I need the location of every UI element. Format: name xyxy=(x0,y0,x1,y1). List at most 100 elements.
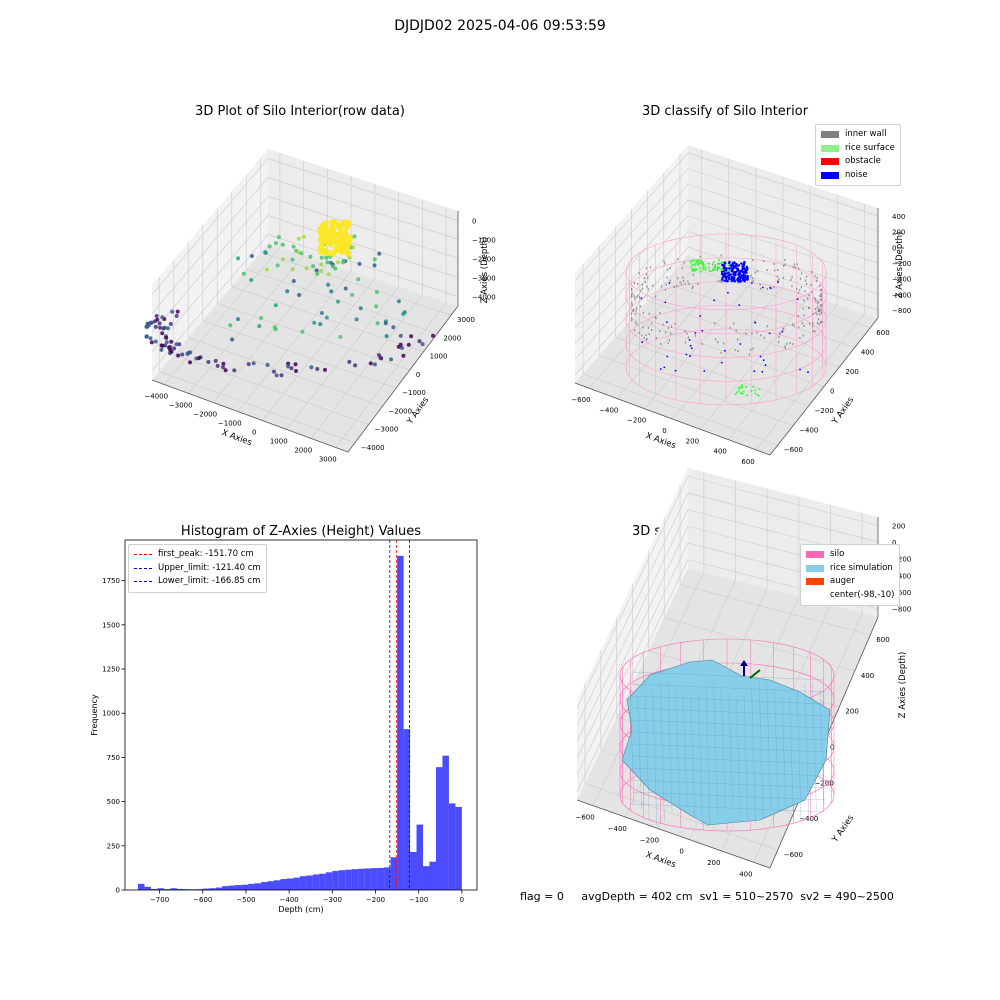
inner-wall-point xyxy=(634,298,636,301)
inner-wall-point xyxy=(721,281,723,284)
data-point xyxy=(232,368,237,373)
noise-point xyxy=(666,355,669,358)
noise-point xyxy=(737,264,741,267)
inner-wall-point xyxy=(808,306,810,309)
data-point xyxy=(296,250,301,255)
inner-wall-point xyxy=(759,287,762,290)
inner-wall-point xyxy=(718,262,720,265)
rice-surface-point xyxy=(700,262,703,265)
inner-wall-point xyxy=(631,303,633,306)
data-point xyxy=(215,363,220,368)
data-point xyxy=(291,279,296,283)
x-tick-label: −400 xyxy=(280,896,299,904)
noise-point xyxy=(741,278,745,282)
data-point xyxy=(347,359,352,364)
grid-line xyxy=(217,303,410,371)
grid-line xyxy=(188,255,304,394)
z-tick-label: −400 xyxy=(892,276,911,284)
data-point xyxy=(325,240,332,247)
inner-wall-point xyxy=(766,287,768,290)
inner-wall-point xyxy=(634,329,636,332)
data-point xyxy=(337,237,344,244)
data-point xyxy=(406,342,411,347)
surface-mesh-line xyxy=(797,689,802,826)
inner-wall-point xyxy=(815,280,817,283)
rice-surface-point xyxy=(741,392,744,395)
noise-point xyxy=(703,370,706,372)
noise-point xyxy=(734,264,737,268)
inner-wall-point xyxy=(682,276,684,279)
inner-wall-point xyxy=(809,322,811,325)
data-point xyxy=(315,271,320,276)
histogram-bar xyxy=(241,884,249,890)
surface-mesh-line xyxy=(631,683,827,693)
data-point xyxy=(296,236,301,241)
surface-mesh-line xyxy=(631,731,827,741)
inner-wall-point xyxy=(712,263,714,266)
data-point xyxy=(333,246,340,253)
data-point xyxy=(329,289,334,294)
inner-wall-point xyxy=(735,329,737,332)
inner-wall-point xyxy=(635,321,637,324)
data-point xyxy=(326,272,331,277)
inner-wall-point xyxy=(818,309,820,312)
inner-wall-point xyxy=(821,320,823,323)
noise-point xyxy=(713,299,715,302)
rice-surface-point xyxy=(700,260,703,262)
grid-line xyxy=(202,320,397,389)
data-point xyxy=(165,326,170,331)
x-tick-label: 1000 xyxy=(270,438,288,446)
surface-mesh-line xyxy=(631,779,827,789)
inner-wall-point xyxy=(699,255,702,258)
z-tick-label: 0 xyxy=(892,539,896,547)
y-tick-label: 3000 xyxy=(457,316,475,324)
inner-wall-point xyxy=(639,305,642,308)
grid-line xyxy=(267,158,459,221)
data-point xyxy=(401,353,406,358)
surface-mesh-line xyxy=(675,687,680,806)
inner-wall-point xyxy=(801,272,803,275)
inner-wall-point xyxy=(645,334,647,337)
histogram-bar xyxy=(306,875,313,890)
data-point xyxy=(374,290,379,294)
histogram-bar xyxy=(196,889,203,890)
inner-wall-point xyxy=(633,282,635,284)
rice-surface-point xyxy=(737,387,740,390)
legend-item-rice-simulation: rice simulation xyxy=(806,562,894,576)
data-point xyxy=(157,321,162,326)
surface-mesh-line xyxy=(631,803,827,813)
rice-surface-point xyxy=(704,269,707,271)
data-point xyxy=(353,363,358,368)
grid-line xyxy=(615,336,809,407)
rice-surface-point xyxy=(708,269,711,272)
x-tick-label: −700 xyxy=(150,896,169,904)
inner-wall-point xyxy=(754,271,756,274)
inner-wall-point xyxy=(632,310,634,313)
histogram-bar xyxy=(332,870,339,890)
inner-wall-point xyxy=(754,320,756,323)
grid-line xyxy=(647,300,840,368)
inner-wall-point xyxy=(789,342,791,345)
rice-surface-point xyxy=(758,388,761,390)
data-point xyxy=(344,219,351,226)
x-tick-label: 0 xyxy=(662,427,666,435)
surface-mesh-line xyxy=(812,682,817,811)
inner-wall-point xyxy=(729,326,731,329)
z-tick-label: −600 xyxy=(892,589,911,597)
inner-wall-point xyxy=(797,315,799,317)
x-tick-label: −300 xyxy=(323,896,342,904)
surface-mesh-line xyxy=(683,695,688,808)
inner-wall-point xyxy=(640,289,642,292)
data-point xyxy=(343,286,348,291)
inner-wall-point xyxy=(644,281,646,284)
noise-point xyxy=(724,277,728,280)
data-point xyxy=(374,304,379,309)
inner-wall-point xyxy=(688,282,690,285)
legend-item-first-peak: first_peak: -151.70 cm xyxy=(134,548,261,562)
x-axis-line xyxy=(151,379,349,453)
noise-point xyxy=(751,282,753,284)
noise-point xyxy=(659,368,662,370)
status-line: flag = 0 avgDepth = 402 cm sv1 = 510~257… xyxy=(520,890,894,903)
inner-wall-point xyxy=(821,298,823,301)
data-point xyxy=(144,334,149,339)
